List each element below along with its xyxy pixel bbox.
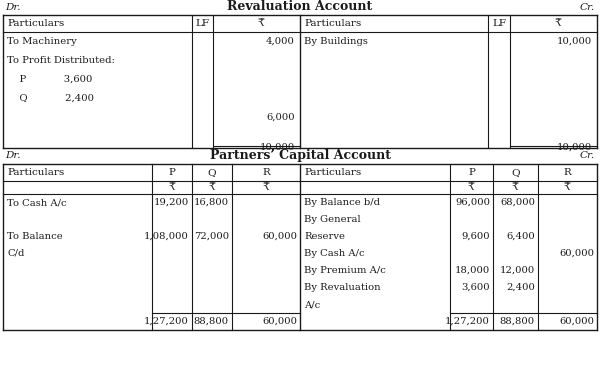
Text: Cr.: Cr.	[580, 2, 595, 11]
Text: 60,000: 60,000	[559, 317, 594, 326]
Text: By Cash A/c: By Cash A/c	[304, 249, 365, 258]
Text: By Balance b/d: By Balance b/d	[304, 198, 380, 207]
Text: 12,000: 12,000	[500, 266, 535, 275]
Text: Dr.: Dr.	[5, 2, 20, 11]
Text: 4,000: 4,000	[266, 37, 295, 46]
Text: ₹: ₹	[468, 183, 475, 193]
Text: 6,400: 6,400	[506, 232, 535, 241]
Text: 1,27,200: 1,27,200	[144, 317, 189, 326]
Text: 60,000: 60,000	[559, 249, 594, 258]
Text: 1,27,200: 1,27,200	[445, 317, 490, 326]
Text: To Balance: To Balance	[7, 232, 63, 241]
Text: By Buildings: By Buildings	[304, 37, 368, 46]
Text: Reserve: Reserve	[304, 232, 345, 241]
Text: ₹: ₹	[258, 18, 265, 28]
Text: P: P	[468, 168, 475, 177]
Text: 10,000: 10,000	[557, 37, 592, 46]
Text: 9,600: 9,600	[461, 232, 490, 241]
Text: 60,000: 60,000	[262, 232, 297, 241]
Text: Q            2,400: Q 2,400	[7, 94, 94, 103]
Text: P            3,600: P 3,600	[7, 75, 92, 84]
Text: By General: By General	[304, 215, 361, 224]
Text: Particulars: Particulars	[304, 168, 361, 177]
Text: 88,800: 88,800	[194, 317, 229, 326]
Text: 6,000: 6,000	[266, 113, 295, 122]
Text: ₹: ₹	[262, 183, 269, 193]
Text: By Premium A/c: By Premium A/c	[304, 266, 386, 275]
Text: Particulars: Particulars	[7, 19, 64, 28]
Text: ₹: ₹	[208, 183, 215, 193]
Text: 60,000: 60,000	[262, 317, 297, 326]
Text: To Cash A/c: To Cash A/c	[7, 198, 67, 207]
Text: Cr.: Cr.	[580, 151, 595, 161]
Text: Partners’ Capital Account: Partners’ Capital Account	[209, 149, 391, 163]
Text: 19,200: 19,200	[154, 198, 189, 207]
Text: To Profit Distributed:: To Profit Distributed:	[7, 56, 115, 65]
Text: LF: LF	[492, 19, 506, 28]
Text: Revaluation Account: Revaluation Account	[227, 0, 373, 14]
Text: 72,000: 72,000	[194, 232, 229, 241]
Text: 3,600: 3,600	[461, 283, 490, 292]
Text: ₹: ₹	[512, 183, 519, 193]
Text: 96,000: 96,000	[455, 198, 490, 207]
Text: Q: Q	[208, 168, 217, 177]
Text: 88,800: 88,800	[500, 317, 535, 326]
Text: R: R	[262, 168, 270, 177]
Text: By Revaluation: By Revaluation	[304, 283, 380, 292]
Text: P: P	[169, 168, 175, 177]
Text: 16,800: 16,800	[194, 198, 229, 207]
Text: 2,400: 2,400	[506, 283, 535, 292]
Text: LF: LF	[196, 19, 209, 28]
Text: 68,000: 68,000	[500, 198, 535, 207]
Text: ₹: ₹	[555, 18, 562, 28]
Text: A/c: A/c	[304, 300, 320, 309]
Text: Particulars: Particulars	[304, 19, 361, 28]
Text: ₹: ₹	[169, 183, 176, 193]
Text: ₹: ₹	[564, 183, 571, 193]
Text: To Machinery: To Machinery	[7, 37, 77, 46]
Text: Q: Q	[511, 168, 520, 177]
Text: Dr.: Dr.	[5, 151, 20, 161]
Text: R: R	[563, 168, 571, 177]
Text: 10,000: 10,000	[557, 142, 592, 151]
Text: 1,08,000: 1,08,000	[144, 232, 189, 241]
Text: 10,000: 10,000	[260, 142, 295, 151]
Text: Particulars: Particulars	[7, 168, 64, 177]
Text: C/d: C/d	[7, 249, 25, 258]
Text: 18,000: 18,000	[455, 266, 490, 275]
